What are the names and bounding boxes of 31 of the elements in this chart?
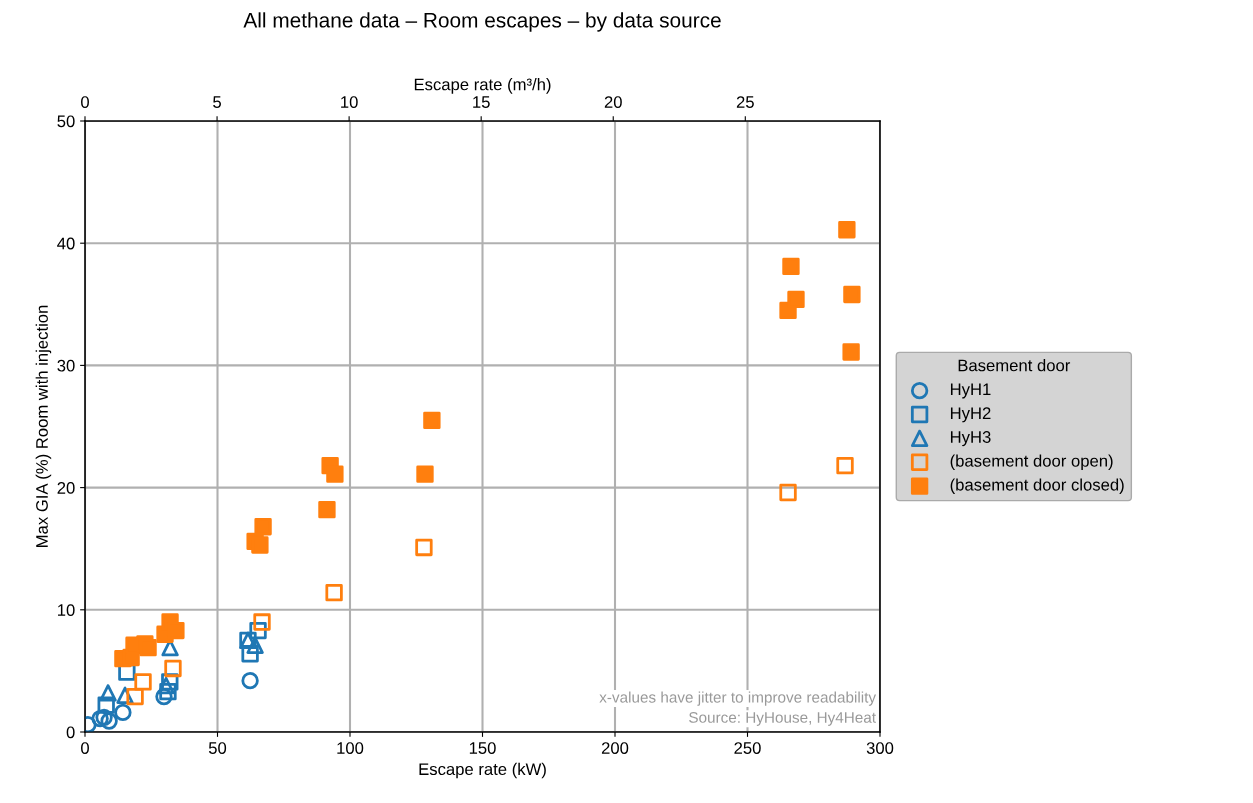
- y-tick-label: 0: [66, 726, 75, 739]
- y-tick-label: 20: [57, 482, 75, 494]
- x2-axis-title: Escape rate (m³/h): [414, 78, 551, 94]
- x2-tick-label: 0: [81, 96, 89, 108]
- y-tick-label: 10: [58, 604, 75, 616]
- x-tick-label: 50: [208, 742, 227, 754]
- legend-label: HyH1: [950, 383, 991, 399]
- x-axis-title: Escape rate (kW): [419, 762, 546, 779]
- x-tick-label: 0: [81, 742, 89, 754]
- x-tick-label: 100: [337, 742, 364, 754]
- legend-label: (basement door open): [950, 454, 1113, 471]
- x-tick-label: 200: [601, 742, 629, 754]
- x2-tick-label: 20: [604, 96, 622, 108]
- y-tick-label: 40: [57, 237, 75, 250]
- x2-tick-label: 10: [341, 96, 358, 108]
- legend-label: HyH2: [950, 407, 991, 423]
- y-tick-label: 50: [57, 115, 75, 128]
- chart-title: All methane data – Room escapes – by data source: [243, 12, 721, 32]
- x-tick-label: 300: [866, 742, 894, 754]
- x-tick-label: 150: [469, 742, 496, 754]
- legend-title: Basement door: [958, 359, 1071, 372]
- x2-tick-label: 25: [736, 96, 754, 108]
- x2-tick-label: 5: [213, 96, 221, 108]
- annotation: x-values have jitter to improve readability: [599, 691, 877, 706]
- y-axis-title: Max GIA (%) Room with injection: [35, 305, 52, 547]
- annotation: Source: HyHouse, Hy4Heat: [689, 712, 876, 726]
- x-tick-label: 250: [734, 742, 761, 754]
- y-tick-label: 30: [57, 359, 75, 372]
- x2-tick-label: 15: [473, 96, 490, 108]
- legend-label: (basement door closed): [950, 478, 1124, 494]
- legend-label: HyH3: [950, 431, 991, 447]
